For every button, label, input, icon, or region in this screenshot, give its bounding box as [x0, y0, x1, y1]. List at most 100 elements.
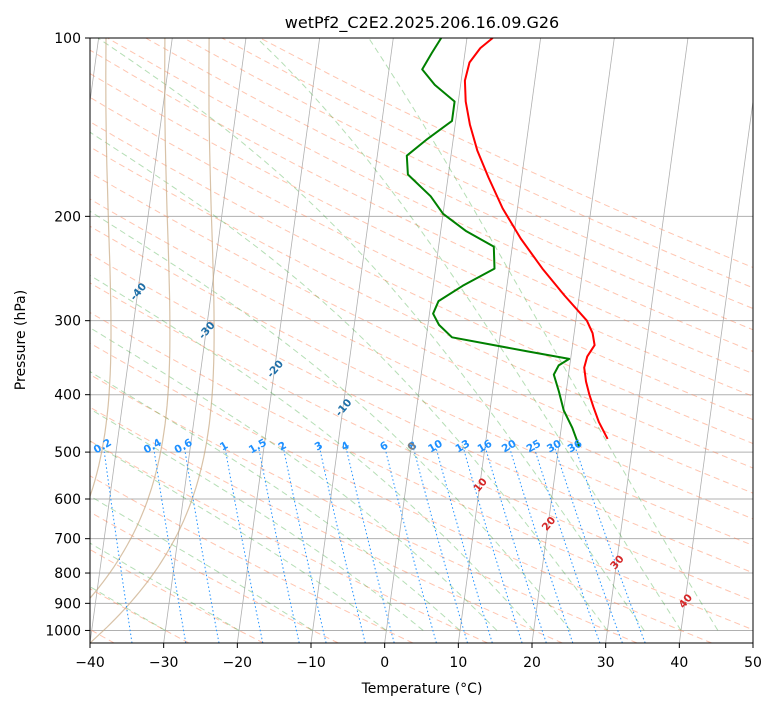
dry-adiabat	[90, 172, 753, 494]
temperature-profile-line	[463, 38, 609, 440]
y-tick-label: 100	[54, 31, 81, 47]
mixing-ratio-line	[462, 446, 523, 643]
y-tick-label: 400	[54, 388, 81, 404]
mixing-ratio-line	[345, 446, 395, 643]
x-tick-label: 0	[380, 655, 389, 671]
isotherm-label: -40	[128, 281, 149, 303]
mixing-ratio-line	[435, 446, 493, 643]
y-tick-label: 800	[54, 566, 81, 582]
dry-adiabat	[90, 282, 753, 602]
y-tick-label: 200	[54, 209, 81, 225]
isotherm-label: 10	[471, 476, 490, 495]
isotherm-line	[605, 38, 689, 643]
y-tick-label: 500	[54, 445, 81, 461]
moist-adiabat	[90, 440, 387, 631]
dry-adiabat	[90, 121, 753, 445]
mixing-ratio-line	[384, 446, 437, 643]
dry-adiabat	[90, 146, 753, 469]
y-tick-label: 900	[54, 596, 81, 612]
y-tick-label: 1000	[45, 623, 81, 639]
line-labels: 0.10.20.40.611.52346810131620253036-100-…	[0, 203, 696, 611]
mixing-ratio-line	[574, 446, 646, 643]
x-tick-label: 20	[523, 655, 541, 671]
dry-adiabat	[145, 38, 753, 331]
mixing-ratio-line	[318, 446, 366, 643]
mixing-ratio-label: 6	[378, 439, 390, 453]
isotherm-label: 30	[608, 553, 627, 572]
mixing-ratio-line	[533, 446, 601, 643]
moist-adiabat	[90, 586, 166, 631]
dry-adiabat	[90, 440, 488, 643]
dry-adiabat	[90, 549, 264, 643]
moist-adiabat	[256, 38, 682, 631]
isotherm-line	[531, 38, 615, 643]
isotherm-label: 20	[540, 514, 559, 533]
x-tick-label: −20	[223, 655, 253, 671]
mixing-ratio-label: 3	[313, 439, 325, 453]
x-tick-label: 50	[744, 655, 762, 671]
moist-adiabat	[368, 38, 719, 631]
x-axis: −40 −30 −20 −10 0 10 20 30 40 50	[75, 643, 762, 671]
dry-adiabat	[90, 72, 753, 397]
isotherm-label: -60	[0, 203, 13, 225]
dry-adiabat	[90, 96, 753, 421]
chart-title: wetPf2_C2E2.2025.206.16.09.G26	[285, 13, 559, 33]
y-tick-label: 300	[54, 314, 81, 330]
x-tick-label: 30	[597, 655, 615, 671]
mixing-ratio-label: 10	[426, 438, 445, 456]
mixing-ratio-line	[553, 446, 623, 643]
mixing-ratio-label: 13	[453, 438, 472, 456]
dewpoint-profile-line	[405, 38, 581, 448]
mixing-ratio-label: 16	[476, 438, 495, 456]
background-curve	[90, 38, 215, 643]
dry-adiabat	[90, 253, 753, 574]
isotherm-label: 40	[677, 592, 696, 611]
mixing-ratio-line	[412, 446, 468, 643]
dry-adiabat	[90, 511, 339, 643]
y-axis: 100 200 300 400 500 600 700 800 900 1000	[45, 31, 90, 639]
plot-frame	[89, 37, 754, 644]
isotherm-line	[457, 38, 542, 643]
dry-adiabat	[107, 38, 753, 353]
isotherm-line	[163, 38, 247, 643]
mixing-ratio-label: 20	[500, 438, 519, 456]
isotherm-line	[752, 640, 753, 643]
moist-adiabat	[90, 210, 571, 631]
moist-adiabat	[97, 38, 645, 631]
background-curve	[90, 38, 171, 600]
moist-adiabat	[90, 131, 608, 631]
mixing-ratio-line	[153, 446, 187, 643]
isotherm-label: 0	[405, 440, 419, 453]
y-tick-label: 600	[54, 492, 81, 508]
isotherm-line	[310, 38, 394, 643]
x-tick-label: 10	[449, 655, 467, 671]
y-tick-label: 700	[54, 532, 81, 548]
mixing-ratio-line	[103, 446, 133, 643]
dry-adiabat	[90, 311, 753, 631]
isotherm-line	[678, 98, 753, 643]
moist-adiabat	[90, 495, 313, 631]
dry-adiabat	[221, 38, 753, 289]
mixing-ratio-line	[258, 446, 300, 643]
moist-adiabat	[90, 327, 498, 631]
isotherm-label: -20	[265, 358, 286, 380]
moist-adiabat	[90, 370, 461, 631]
mixing-ratio-line	[484, 446, 547, 643]
background-curve	[90, 38, 112, 499]
mixing-ratio-line	[224, 446, 264, 643]
dry-adiabat	[183, 38, 753, 310]
dry-adiabat	[90, 342, 712, 643]
moist-adiabat	[90, 542, 240, 631]
mixing-ratio-line	[508, 446, 574, 643]
isotherm-label: -50	[60, 242, 81, 264]
mixing-ratio-line	[282, 446, 327, 643]
x-axis-label: Temperature (°C)	[361, 681, 483, 697]
isotherm-line	[90, 38, 173, 643]
dry-adiabat	[90, 225, 753, 546]
profile-lines	[405, 38, 609, 448]
x-tick-label: −10	[296, 655, 326, 671]
background-lines	[90, 38, 753, 643]
x-tick-label: −40	[75, 655, 105, 671]
y-axis-label: Pressure (hPa)	[13, 290, 29, 390]
